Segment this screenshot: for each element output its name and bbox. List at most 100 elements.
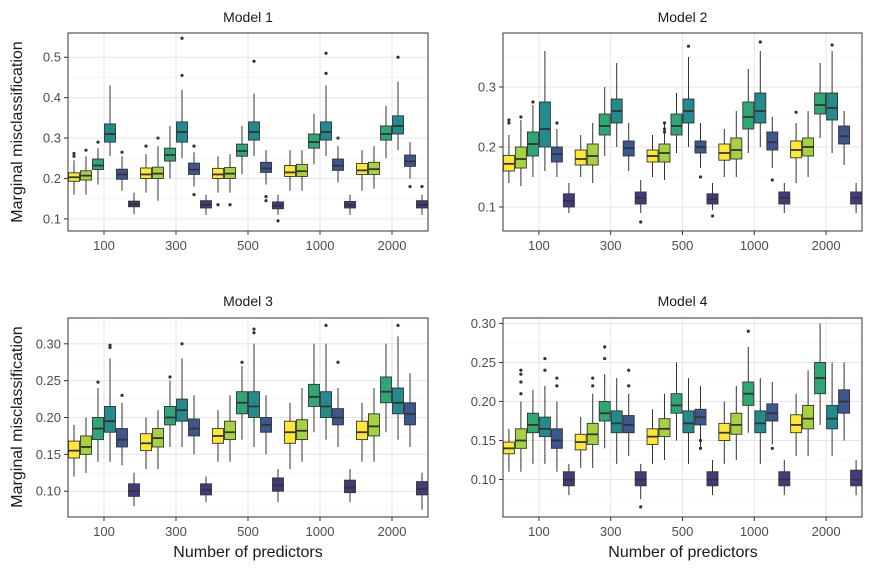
outlier-point [252, 59, 256, 63]
box [730, 412, 743, 435]
y-tick-label: 0.1 [43, 211, 61, 226]
outlier-point [108, 343, 112, 347]
box [670, 113, 683, 136]
box [538, 101, 551, 148]
box [514, 428, 527, 449]
box [344, 479, 356, 494]
outlier-point [120, 393, 124, 397]
box [838, 125, 851, 145]
x-tick-label: 300 [165, 238, 187, 253]
box [574, 149, 587, 166]
y-tick-label: 0.25 [36, 373, 61, 388]
outlier-point [324, 71, 328, 76]
outlier-point [144, 144, 148, 148]
x-tick-label: 2000 [378, 238, 407, 253]
outlier-point [519, 372, 523, 376]
y-tick-label: 0.15 [471, 433, 496, 448]
x-tick-label: 100 [93, 524, 115, 539]
panel-title: Model 1 [223, 9, 273, 25]
box [296, 419, 308, 441]
outlier-point [252, 327, 256, 331]
box [116, 428, 128, 448]
outlier-point [555, 121, 559, 125]
x-tick-label: 500 [237, 238, 259, 253]
outlier-point [639, 220, 643, 224]
box [320, 121, 332, 141]
outlier-point [555, 384, 559, 388]
y-tick-label: 0.3 [43, 131, 61, 146]
outlier-point [770, 446, 774, 450]
box [128, 483, 140, 497]
outlier-point [420, 184, 424, 189]
outlier-point [240, 360, 244, 364]
outlier-point [507, 118, 511, 122]
box [814, 92, 827, 115]
box [356, 420, 368, 441]
box [598, 113, 611, 136]
x-tick-label: 1000 [306, 238, 335, 253]
outlier-point [591, 376, 595, 380]
y-tick-label: 0.25 [471, 355, 496, 370]
outlier-point [603, 345, 607, 349]
box [790, 414, 803, 434]
box [284, 165, 296, 177]
box [526, 412, 539, 434]
panel-model-4: 0.10 0.15 0.20 0.25 0.30 100 300 500 1000 2000 Mod… [471, 293, 863, 539]
outlier-point [603, 356, 607, 361]
outlier-point [336, 136, 340, 140]
outlier-point [662, 127, 667, 131]
y-tick-label: 0.30 [471, 316, 496, 331]
outlier-point [758, 40, 762, 44]
outlier-point [698, 446, 703, 450]
box [356, 163, 368, 175]
panel-title: Model 2 [658, 9, 708, 25]
panel-title: Model 4 [658, 293, 708, 309]
panel-model-1: 0.1 0.2 0.3 0.4 0.5 100 300 500 1000 2000 Model 1 [43, 9, 429, 253]
box [850, 469, 863, 487]
panel-model-3: 0.10 0.15 0.20 0.25 0.30 100 300 500 1000 2000 Mod… [36, 293, 429, 539]
y-tick-label: 0.1 [478, 200, 496, 215]
x-tick-label: 2000 [812, 238, 841, 253]
outlier-point [72, 154, 76, 158]
y-tick-label: 0.30 [36, 336, 61, 351]
x-tick-label: 2000 [378, 524, 407, 539]
outlier-point [96, 380, 100, 384]
box [140, 167, 152, 179]
box [92, 158, 104, 171]
x-tick-label: 1000 [740, 524, 769, 539]
box [224, 420, 236, 441]
y-axis-title-bottom: Marginal misclassification [9, 326, 26, 507]
box [766, 131, 779, 151]
box [80, 435, 92, 455]
box [68, 440, 80, 459]
panel-title: Model 3 [223, 293, 273, 309]
outlier-point [519, 392, 523, 396]
box [754, 92, 767, 124]
outlier-point [543, 356, 547, 361]
outlier-point [228, 203, 232, 207]
box [248, 391, 260, 418]
outlier-point [84, 148, 88, 152]
outlier-point [698, 175, 703, 179]
outlier-point [543, 368, 547, 372]
box [392, 387, 404, 415]
y-tick-label: 0.20 [36, 410, 61, 425]
x-tick-label: 1000 [740, 238, 769, 253]
outlier-point [264, 195, 268, 199]
outlier-point [686, 44, 691, 48]
outlier-point [252, 331, 256, 335]
outlier-point [519, 380, 523, 384]
x-tick-label: 300 [600, 238, 622, 253]
box [826, 92, 839, 121]
outlier-point [519, 368, 523, 372]
outlier-point [770, 178, 774, 182]
outlier-point [794, 110, 798, 114]
outlier-point [180, 36, 184, 40]
outlier-point [830, 43, 834, 47]
outlier-point [168, 375, 172, 379]
box [368, 413, 380, 437]
outlier-point [120, 150, 124, 154]
box [658, 418, 671, 438]
outlier-point [156, 136, 160, 140]
outlier-point [555, 376, 559, 380]
